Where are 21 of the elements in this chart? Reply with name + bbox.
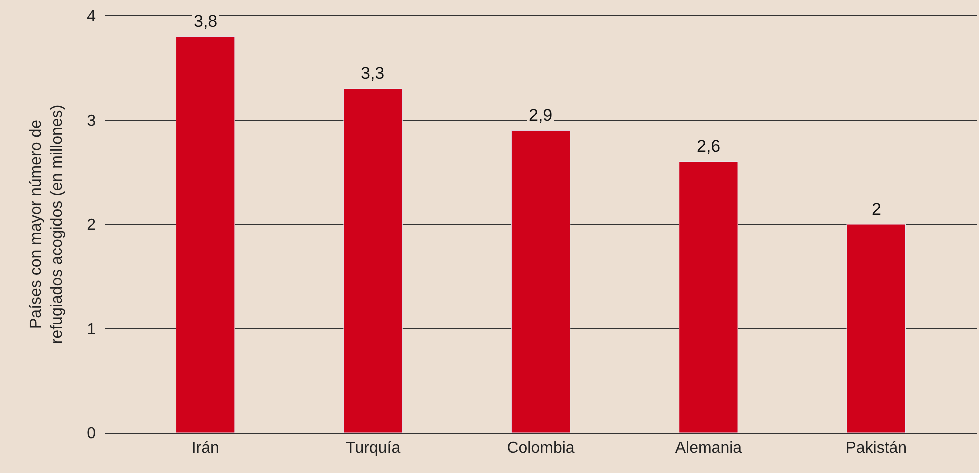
x-tick-label: Alemania <box>675 440 742 458</box>
data-label: 3,3 <box>361 64 385 83</box>
bar <box>511 130 571 433</box>
bar <box>344 88 403 433</box>
data-label: 3,8 <box>194 12 218 31</box>
y-tick-label: 4 <box>87 8 96 26</box>
y-tick-label: 2 <box>87 217 96 234</box>
data-label: 2,6 <box>697 137 721 156</box>
x-tick-label: Colombia <box>507 440 575 458</box>
data-label: 2,9 <box>529 106 553 125</box>
y-axis-title: Países con mayor número de refugiados acogidos (en millones) <box>28 104 66 344</box>
y-tick-label: 1 <box>87 321 96 338</box>
y-tick-label: 3 <box>87 112 96 130</box>
bar <box>679 162 738 433</box>
bar <box>176 36 236 433</box>
x-tick-label: Turquía <box>346 440 401 458</box>
bar <box>846 224 906 433</box>
data-label: 2 <box>872 200 882 219</box>
y-tick-label: 0 <box>87 426 96 443</box>
x-tick-label: Irán <box>192 440 220 458</box>
x-tick-label: Pakistán <box>846 440 908 458</box>
